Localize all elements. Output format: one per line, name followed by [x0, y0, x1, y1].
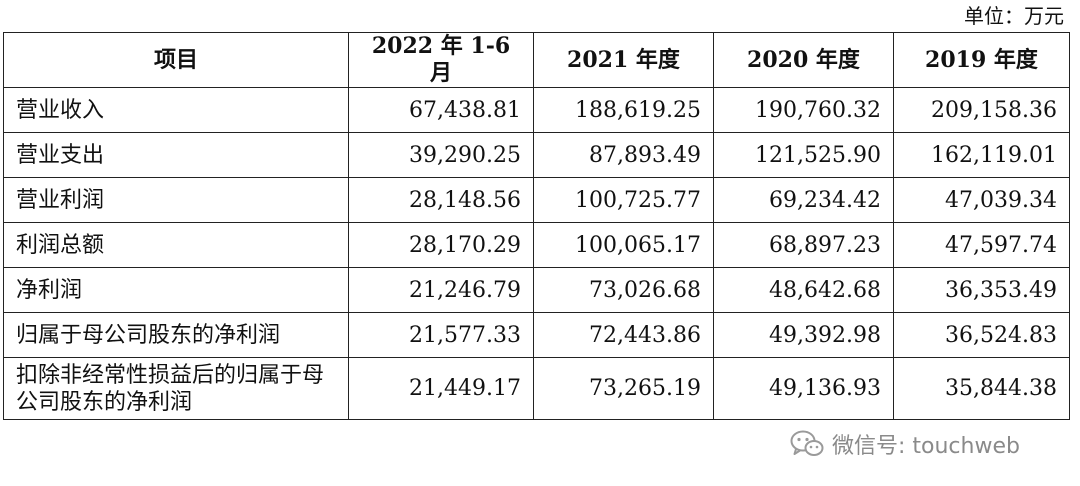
cell-value: 69,234.42	[713, 177, 894, 223]
table-row: 扣除非经常性损益后的归属于母公司股东的净利润 21,449.17 73,265.…	[3, 357, 1070, 420]
cell-value: 100,065.17	[533, 222, 714, 268]
row-label: 归属于母公司股东的净利润	[3, 312, 349, 358]
header-2019: 2019 年度	[893, 32, 1070, 88]
header-2022h1: 2022 年 1-6 月	[348, 32, 534, 88]
cell-value: 28,170.29	[348, 222, 534, 268]
cell-value: 21,246.79	[348, 267, 534, 313]
table-row: 营业收入 67,438.81 188,619.25 190,760.32 209…	[3, 87, 1070, 133]
cell-value: 72,443.86	[533, 312, 714, 358]
cell-value: 49,136.93	[713, 357, 894, 420]
cell-value: 162,119.01	[893, 132, 1070, 178]
cell-value: 188,619.25	[533, 87, 714, 133]
watermark-text: 微信号: touchweb	[832, 434, 1020, 459]
table-row: 净利润 21,246.79 73,026.68 48,642.68 36,353…	[3, 267, 1070, 313]
table-row: 营业支出 39,290.25 87,893.49 121,525.90 162,…	[3, 132, 1070, 178]
cell-value: 87,893.49	[533, 132, 714, 178]
cell-value: 209,158.36	[893, 87, 1070, 133]
unit-label: 单位：万元	[964, 4, 1064, 28]
wechat-icon	[790, 430, 824, 456]
cell-value: 36,353.49	[893, 267, 1070, 313]
cell-value: 49,392.98	[713, 312, 894, 358]
row-label: 营业收入	[3, 87, 349, 133]
table-row: 营业利润 28,148.56 100,725.77 69,234.42 47,0…	[3, 177, 1070, 223]
financial-table: 项目 2022 年 1-6 月 2021 年度 2020 年度 2019 年度 …	[3, 32, 1070, 420]
cell-value: 28,148.56	[348, 177, 534, 223]
cell-value: 73,265.19	[533, 357, 714, 420]
cell-value: 48,642.68	[713, 267, 894, 313]
cell-value: 21,449.17	[348, 357, 534, 420]
cell-value: 36,524.83	[893, 312, 1070, 358]
row-label: 扣除非经常性损益后的归属于母公司股东的净利润	[3, 357, 349, 420]
cell-value: 68,897.23	[713, 222, 894, 268]
row-label: 营业利润	[3, 177, 349, 223]
cell-value: 47,039.34	[893, 177, 1070, 223]
row-label: 营业支出	[3, 132, 349, 178]
header-item: 项目	[3, 32, 349, 88]
cell-value: 35,844.38	[893, 357, 1070, 420]
cell-value: 21,577.33	[348, 312, 534, 358]
cell-value: 121,525.90	[713, 132, 894, 178]
cell-value: 190,760.32	[713, 87, 894, 133]
header-2020: 2020 年度	[713, 32, 894, 88]
header-2021: 2021 年度	[533, 32, 714, 88]
cell-value: 47,597.74	[893, 222, 1070, 268]
cell-value: 39,290.25	[348, 132, 534, 178]
cell-value: 67,438.81	[348, 87, 534, 133]
table-row: 归属于母公司股东的净利润 21,577.33 72,443.86 49,392.…	[3, 312, 1070, 358]
cell-value: 73,026.68	[533, 267, 714, 313]
watermark: 微信号: touchweb	[790, 428, 1020, 460]
row-label: 利润总额	[3, 222, 349, 268]
table-header-row: 项目 2022 年 1-6 月 2021 年度 2020 年度 2019 年度	[3, 32, 1070, 88]
table-row: 利润总额 28,170.29 100,065.17 68,897.23 47,5…	[3, 222, 1070, 268]
row-label: 净利润	[3, 267, 349, 313]
cell-value: 100,725.77	[533, 177, 714, 223]
